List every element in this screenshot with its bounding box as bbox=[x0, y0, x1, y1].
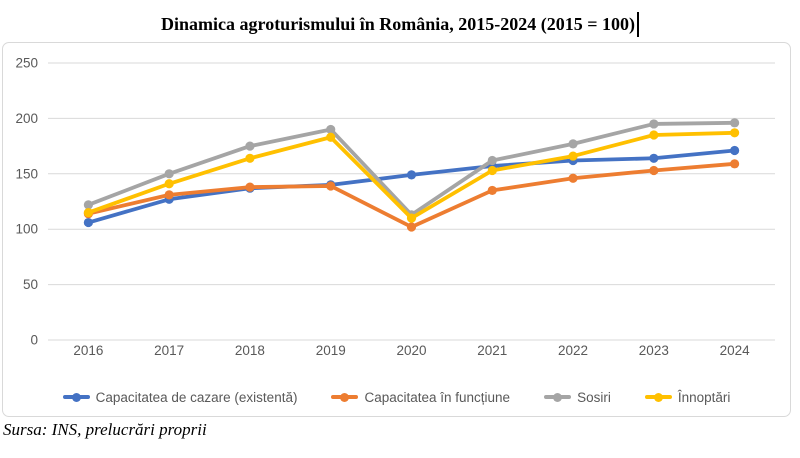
data-point bbox=[83, 207, 93, 218]
legend-label: Sosiri bbox=[577, 389, 611, 405]
legend-label: Capacitatea în funcțiune bbox=[364, 389, 511, 405]
data-point bbox=[326, 181, 336, 191]
data-point bbox=[649, 119, 659, 129]
data-point bbox=[730, 159, 740, 169]
data-point bbox=[649, 130, 659, 140]
data-point bbox=[245, 141, 255, 151]
legend-marker-icon bbox=[544, 392, 572, 402]
x-tick-label: 2016 bbox=[73, 343, 103, 358]
x-tick-label: 2017 bbox=[154, 343, 184, 358]
data-point bbox=[649, 165, 659, 176]
y-tick-label: 200 bbox=[15, 111, 38, 126]
legend-item: Sosiri bbox=[544, 390, 611, 405]
legend-item: Înnoptări bbox=[644, 389, 731, 405]
x-tick-label: 2019 bbox=[316, 343, 346, 358]
source-note: Sursa: INS, prelucrări proprii bbox=[3, 420, 207, 439]
data-point bbox=[730, 145, 740, 156]
y-tick-label: 0 bbox=[30, 333, 38, 348]
series-line bbox=[86, 120, 737, 217]
x-tick-label: 2021 bbox=[477, 343, 507, 358]
x-tick-label: 2018 bbox=[235, 343, 265, 358]
x-tick-label: 2024 bbox=[720, 343, 751, 358]
data-point bbox=[730, 118, 740, 128]
data-point bbox=[487, 165, 497, 176]
x-tick-label: 2023 bbox=[639, 343, 669, 358]
y-tick-label: 250 bbox=[15, 56, 38, 71]
y-tick-label: 150 bbox=[15, 166, 38, 181]
legend-label: Capacitatea de cazare (existentă) bbox=[95, 389, 298, 405]
data-point bbox=[164, 169, 174, 179]
data-point bbox=[83, 217, 93, 228]
data-point bbox=[83, 200, 93, 210]
data-point bbox=[487, 185, 497, 196]
x-tick-label: 2020 bbox=[396, 343, 426, 358]
y-tick-label: 50 bbox=[23, 277, 38, 292]
data-point bbox=[326, 132, 336, 142]
data-point bbox=[487, 155, 497, 166]
data-point bbox=[326, 124, 336, 135]
legend-marker-icon bbox=[644, 392, 672, 402]
x-tick-label: 2022 bbox=[558, 343, 588, 358]
data-point bbox=[245, 153, 255, 163]
legend-item: Capacitatea de cazare (existentă) bbox=[62, 389, 298, 405]
legend-label: Înnoptări bbox=[677, 389, 731, 405]
chart-title: Dinamica agroturismului în România, 2015… bbox=[161, 13, 635, 34]
chart-legend: Capacitatea de cazare (existentă) Capacit… bbox=[3, 387, 790, 407]
chart-frame[interactable]: 0 50 100 150 200 250 2016 2017 2018 2019 2020 2021 2… bbox=[2, 42, 791, 417]
legend-item: Capacitatea în funcțiune bbox=[331, 390, 510, 405]
legend-marker-icon bbox=[62, 392, 90, 402]
chart-plot-area: 0 50 100 150 200 250 2016 2017 2018 2019 2020 2021 2… bbox=[15, 56, 775, 358]
data-point bbox=[406, 170, 417, 180]
data-point bbox=[164, 190, 174, 200]
legend-marker-icon bbox=[331, 392, 359, 402]
chart-title-row: Dinamica agroturismului în România, 2015… bbox=[0, 8, 800, 40]
data-point bbox=[406, 222, 417, 232]
data-point bbox=[164, 179, 174, 189]
data-point bbox=[730, 128, 740, 138]
data-point bbox=[245, 182, 255, 192]
text-cursor-caret bbox=[636, 11, 639, 37]
data-point bbox=[568, 139, 578, 149]
data-point bbox=[649, 153, 659, 163]
data-point bbox=[406, 213, 417, 223]
y-tick-label: 100 bbox=[15, 222, 38, 237]
data-point bbox=[568, 173, 578, 183]
data-point bbox=[568, 151, 578, 161]
